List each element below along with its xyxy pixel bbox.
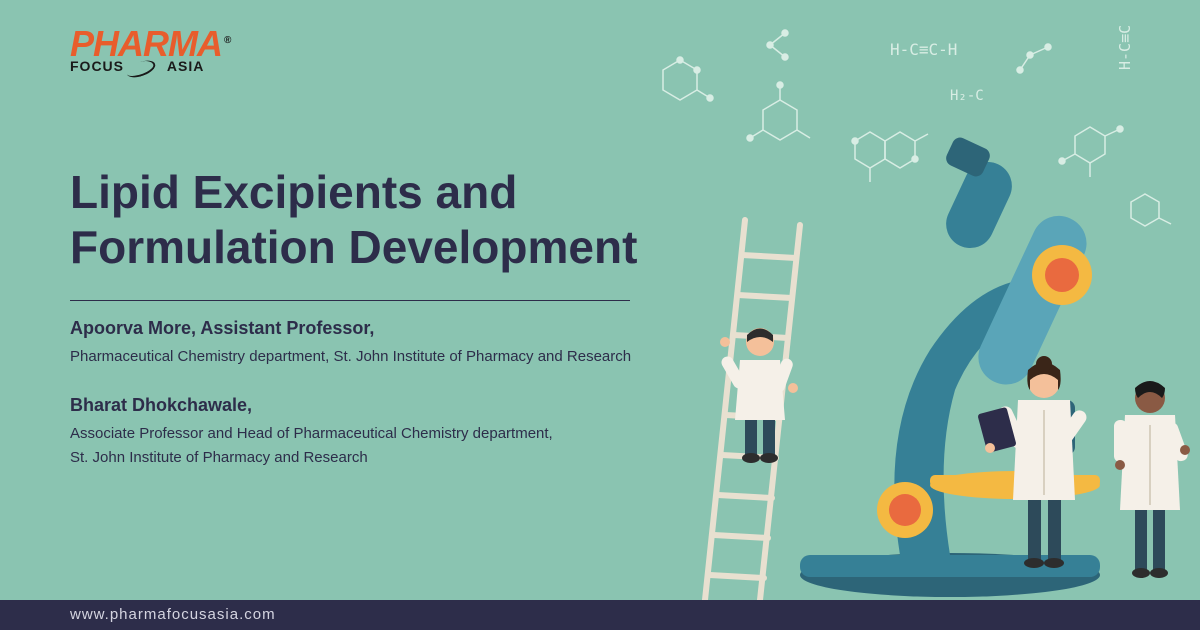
footer-url: www.pharmafocusasia.com — [70, 606, 276, 623]
author-2-dept-1: Associate Professor and Head of Pharmace… — [70, 422, 553, 446]
scientist-tablet-icon — [977, 356, 1089, 568]
molecule-structures — [663, 30, 1171, 226]
author-2-dept-2: St. John Institute of Pharmacy and Resea… — [70, 446, 553, 470]
registered-icon: ® — [224, 35, 230, 46]
title-line-1: Lipid Excipients and — [70, 165, 637, 220]
author-1-name: Apoorva More, Assistant Professor, — [70, 318, 631, 339]
footer-bar: www.pharmafocusasia.com — [0, 600, 1200, 630]
logo-main-text: PHARMA® — [70, 28, 230, 60]
author-block-2: Bharat Dhokchawale, Associate Professor … — [70, 395, 553, 470]
author-block-1: Apoorva More, Assistant Professor, Pharm… — [70, 318, 631, 369]
formula-2: H₂-C — [950, 88, 984, 104]
infographic-background: PHARMA® FOCUS ASIA Lipid Excipients and … — [0, 0, 1200, 600]
title-divider — [70, 300, 630, 301]
page-title: Lipid Excipients and Formulation Develop… — [70, 165, 637, 275]
formula-1: H-C≡C-H — [890, 40, 957, 59]
brand-logo: PHARMA® FOCUS ASIA — [70, 28, 230, 74]
formula-3: H-C≡C — [1116, 25, 1134, 70]
microscope-illustration: H-C≡C-H H₂-C H-C≡C — [600, 0, 1200, 600]
author-2-name: Bharat Dhokchawale, — [70, 395, 553, 416]
author-1-dept: Pharmaceutical Chemistry department, St.… — [70, 345, 631, 369]
title-line-2: Formulation Development — [70, 220, 637, 275]
scientist-standing-icon — [1114, 381, 1190, 578]
